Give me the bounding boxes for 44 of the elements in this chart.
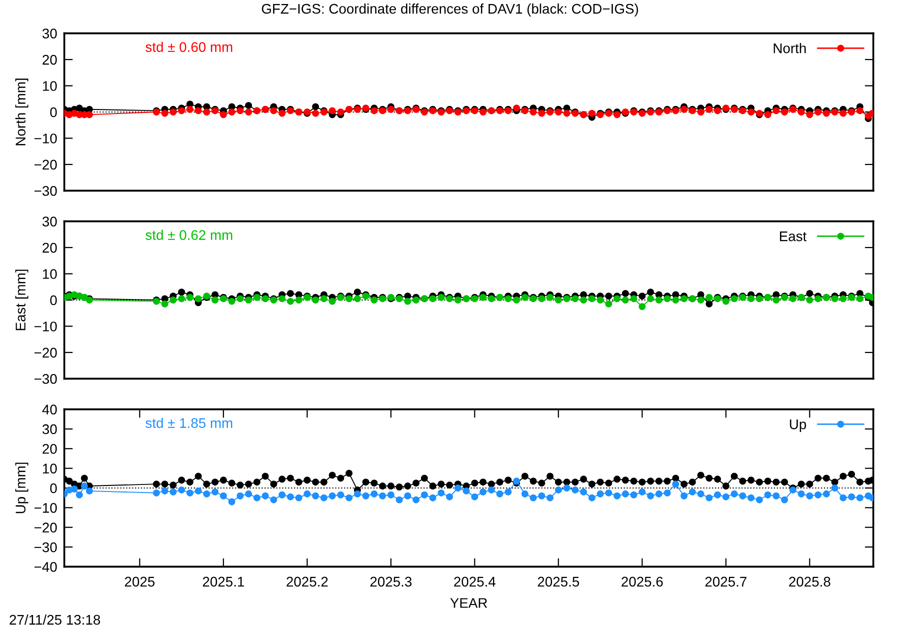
x-tick-label: 2025.5 (538, 576, 580, 587)
x-tick-label: 2025.1 (202, 576, 244, 587)
x-tick-label: 2025.2 (286, 576, 328, 587)
annotation: std ± 0.60 mm (146, 42, 232, 52)
y-tick-label: −10 (34, 503, 57, 513)
y-tick-label: 0 (50, 107, 57, 118)
x-tick-label: 2025.6 (622, 576, 663, 587)
y-tick-label: 10 (42, 81, 57, 91)
x-tick-label: 2025 (124, 576, 155, 587)
y-tick-label: −20 (34, 160, 57, 170)
text: 27/11/25 13:18 (10, 614, 100, 625)
x-axis-title: YEAR (450, 598, 488, 608)
y-tick-label: 40 (42, 404, 57, 414)
legend-label: Up (790, 420, 806, 432)
y-tick-label: −30 (34, 542, 57, 552)
y-tick-label: 20 (42, 54, 57, 65)
y-tick-label: 20 (42, 242, 57, 253)
y-axis-title: North [mm] (15, 78, 28, 146)
y-tick-label: −10 (34, 134, 57, 144)
legend-label: North (774, 43, 806, 54)
x-tick-label: 2025.7 (705, 576, 746, 587)
y-tick-label: 30 (42, 28, 57, 38)
y-tick-label: −30 (34, 374, 57, 384)
x-tick-label: 2025.8 (789, 576, 830, 587)
y-tick-label: −10 (34, 322, 57, 332)
y-tick-label: 0 (50, 295, 57, 306)
y-tick-label: 10 (42, 269, 57, 279)
y-tick-label: 20 (42, 444, 57, 454)
legend-label: East (780, 232, 807, 242)
y-tick-label: 30 (42, 424, 57, 434)
y-tick-label: −40 (34, 562, 57, 572)
y-tick-label: 30 (42, 216, 57, 226)
y-tick-label: −20 (34, 522, 57, 533)
x-tick-label: 2025.3 (370, 576, 412, 587)
annotation: std ± 0.62 mm (146, 230, 232, 240)
y-axis-title: East [mm] (15, 270, 28, 330)
y-tick-label: −20 (34, 348, 57, 358)
y-tick-label: 0 (50, 483, 57, 494)
y-tick-label: 10 (42, 464, 57, 474)
y-axis-title: Up [mm] (15, 462, 28, 514)
x-tick-label: 2025.4 (454, 576, 496, 587)
chart-title: GFZ−IGS: Coordinate differences of DAV1 (black: COD−IGS) (262, 4, 638, 16)
y-tick-label: −30 (34, 186, 57, 196)
annotation: std ± 1.85 mm (146, 418, 232, 428)
